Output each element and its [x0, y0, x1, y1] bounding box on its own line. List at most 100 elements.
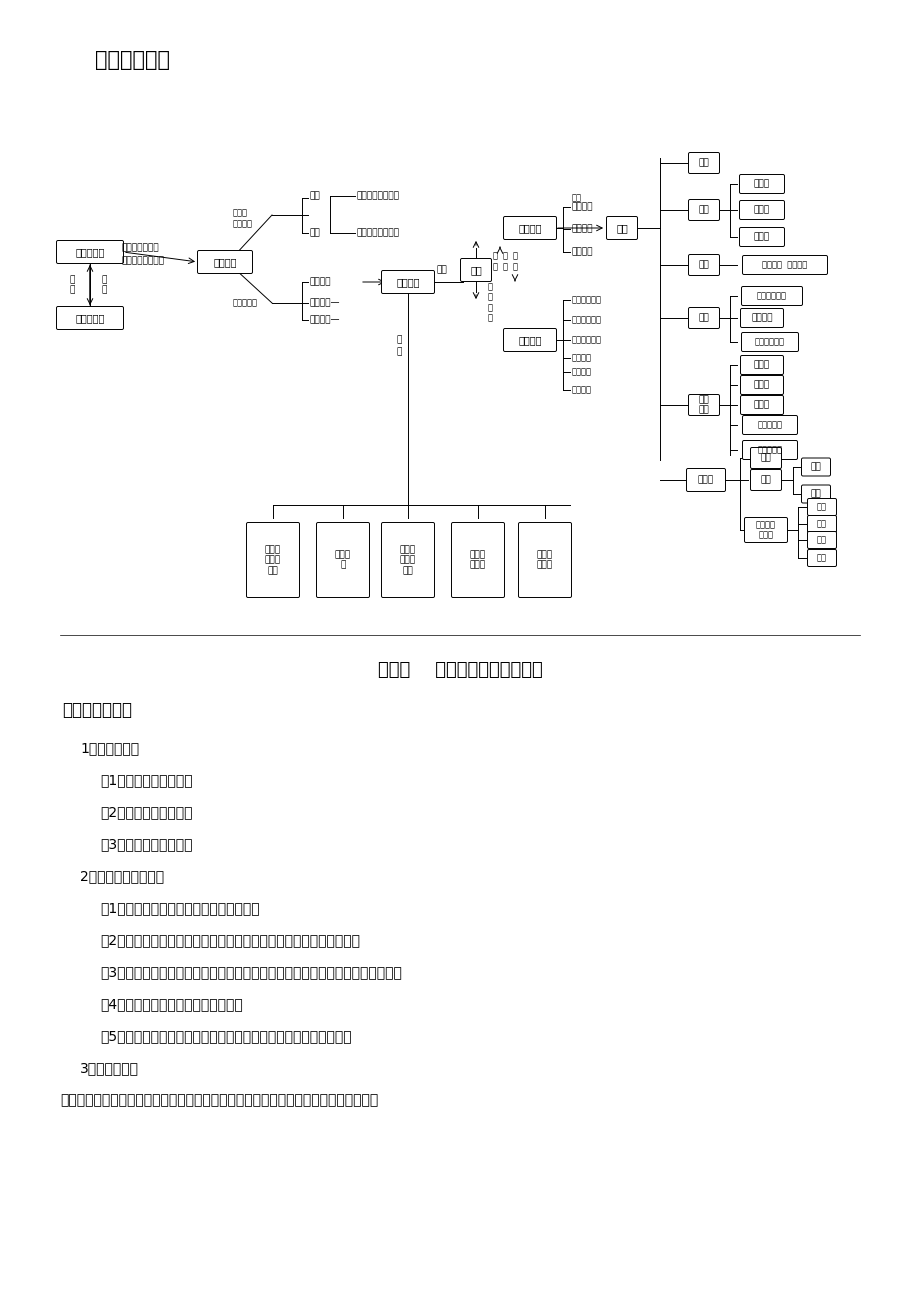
Text: 发展科
教文卫
事业: 发展科 教文卫 事业: [400, 546, 415, 575]
Text: 部分生产资料价值: 部分生产资料价值: [122, 256, 165, 266]
FancyBboxPatch shape: [807, 531, 835, 548]
Text: 3、命题趋势：: 3、命题趋势：: [80, 1061, 139, 1075]
Text: 国家财政: 国家财政: [396, 277, 419, 286]
Text: 无偿性: 无偿性: [753, 206, 769, 215]
Text: 赤: 赤: [492, 251, 497, 260]
Text: 1、高考考点：: 1、高考考点：: [80, 741, 139, 755]
FancyBboxPatch shape: [750, 470, 780, 491]
FancyBboxPatch shape: [807, 549, 835, 566]
FancyBboxPatch shape: [460, 259, 491, 281]
FancyBboxPatch shape: [503, 328, 556, 352]
Text: 按主体分为: 按主体分为: [233, 298, 257, 307]
FancyBboxPatch shape: [750, 448, 780, 469]
Text: 价
值: 价 值: [69, 275, 74, 294]
Text: 实现经济监督: 实现经济监督: [754, 337, 784, 346]
FancyBboxPatch shape: [740, 396, 783, 414]
FancyBboxPatch shape: [739, 174, 784, 194]
FancyBboxPatch shape: [518, 522, 571, 598]
Text: 消费税: 消费税: [753, 401, 769, 410]
Text: 固定性: 固定性: [753, 233, 769, 241]
Text: 用: 用: [396, 348, 402, 357]
Text: 发展经
济: 发展经 济: [335, 551, 351, 570]
Text: 违反税法
的行为: 违反税法 的行为: [755, 521, 775, 540]
Text: 财政收入: 财政收入: [517, 223, 541, 233]
Text: （2）用增加国民收入的根本途径的知识分析提高经济效益的重要性；: （2）用增加国民收入的根本途径的知识分析提高经济效益的重要性；: [100, 934, 359, 947]
Text: 预算: 预算: [470, 266, 482, 275]
Text: 实
物: 实 物: [101, 275, 107, 294]
FancyBboxPatch shape: [503, 216, 556, 240]
Text: 国民收入: 国民收入: [213, 256, 236, 267]
Text: （4）用联系的观点分析财政的作用；: （4）用联系的观点分析财政的作用；: [100, 997, 243, 1010]
Text: 税收: 税收: [616, 223, 627, 233]
Text: 单元知识网络: 单元知识网络: [95, 49, 170, 70]
Text: 也有不一致的一面: 也有不一致的一面: [357, 228, 400, 237]
FancyBboxPatch shape: [451, 522, 504, 598]
Text: 调节经济: 调节经济: [751, 314, 772, 323]
Text: 国家收入: 国家收入: [310, 277, 331, 286]
Text: 企业收入—: 企业收入—: [310, 298, 340, 307]
FancyBboxPatch shape: [606, 216, 637, 240]
Text: 抗税: 抗税: [816, 553, 826, 562]
Text: 权利: 权利: [810, 462, 821, 471]
Text: 债务支出: 债务支出: [572, 367, 591, 376]
Text: 个人收入—: 个人收入—: [310, 315, 340, 324]
FancyBboxPatch shape: [800, 458, 830, 477]
Text: 债务收入: 债务收入: [572, 224, 593, 233]
Text: 有效调
节资源
配置: 有效调 节资源 配置: [265, 546, 281, 575]
FancyBboxPatch shape: [687, 395, 719, 415]
Text: （1）用宏观调控的知识分析财政的作用；: （1）用宏观调控的知识分析财政的作用；: [100, 901, 259, 915]
Text: 巩固国
家政权: 巩固国 家政权: [537, 551, 552, 570]
Text: （2）财政收入和支出；: （2）财政收入和支出；: [100, 805, 192, 819]
FancyBboxPatch shape: [56, 306, 123, 329]
Text: 2、学科内知识渗透：: 2、学科内知识渗透：: [80, 868, 164, 883]
Text: 主要: 主要: [572, 194, 582, 203]
FancyBboxPatch shape: [56, 241, 123, 263]
Text: 纳税人: 纳税人: [698, 475, 713, 484]
Text: 途径: 途径: [437, 266, 448, 275]
Text: 余: 余: [512, 263, 516, 272]
Text: 本专题在近几年的高考中多有涉及，考试题型多为选择题，主要对某一知识点或知识点: 本专题在近几年的高考中多有涉及，考试题型多为选择题，主要对某一知识点或知识点: [60, 1092, 378, 1107]
Text: 社会总产值: 社会总产值: [75, 247, 105, 256]
Text: 性质: 性质: [698, 260, 709, 270]
Text: 意识: 意识: [760, 475, 770, 484]
FancyBboxPatch shape: [740, 309, 783, 328]
FancyBboxPatch shape: [807, 516, 835, 533]
Text: 科教文卫支出: 科教文卫支出: [572, 315, 601, 324]
FancyBboxPatch shape: [687, 152, 719, 173]
Text: 欠税: 欠税: [816, 519, 826, 529]
FancyBboxPatch shape: [740, 375, 783, 395]
Text: （3）用财政的作用分析国企改革，社会保障制度建设，消费对生产的反作用等；: （3）用财政的作用分析国企改革，社会保障制度建设，消费对生产的反作用等；: [100, 965, 402, 979]
Text: 衡: 衡: [502, 263, 507, 272]
FancyBboxPatch shape: [198, 250, 252, 273]
FancyBboxPatch shape: [687, 307, 719, 328]
Text: 国防支出: 国防支出: [572, 354, 591, 362]
Text: 财政支出: 财政支出: [517, 335, 541, 345]
Text: 扣除消耗掉的那: 扣除消耗掉的那: [122, 243, 160, 253]
FancyBboxPatch shape: [742, 440, 797, 460]
Text: 增值税: 增值税: [753, 361, 769, 370]
FancyBboxPatch shape: [739, 201, 784, 220]
FancyBboxPatch shape: [381, 522, 434, 598]
FancyBboxPatch shape: [246, 522, 300, 598]
FancyBboxPatch shape: [381, 271, 434, 293]
Text: 盈: 盈: [512, 251, 516, 260]
Text: 决: 决: [487, 303, 492, 312]
Text: 骗税: 骗税: [816, 535, 826, 544]
Text: 实: 实: [487, 283, 492, 292]
Text: 取之于民  用之于民: 取之于民 用之于民: [762, 260, 807, 270]
Text: 用途分为: 用途分为: [233, 220, 253, 228]
Text: 其它收入: 其它收入: [572, 247, 593, 256]
FancyBboxPatch shape: [740, 355, 783, 375]
Text: 偷税: 偷税: [816, 503, 826, 512]
Text: 一、备考指导：: 一、备考指导：: [62, 700, 131, 719]
Text: 含义: 含义: [698, 159, 709, 168]
Text: 个人所得税: 个人所得税: [756, 445, 782, 454]
FancyBboxPatch shape: [687, 254, 719, 276]
Text: 含义: 含义: [760, 453, 770, 462]
FancyBboxPatch shape: [742, 255, 826, 275]
Text: 其它支出: 其它支出: [572, 385, 591, 395]
Text: 消费: 消费: [310, 228, 321, 237]
FancyBboxPatch shape: [741, 286, 801, 306]
Text: 组织财政收入: 组织财政收入: [756, 292, 786, 301]
FancyBboxPatch shape: [800, 486, 830, 503]
